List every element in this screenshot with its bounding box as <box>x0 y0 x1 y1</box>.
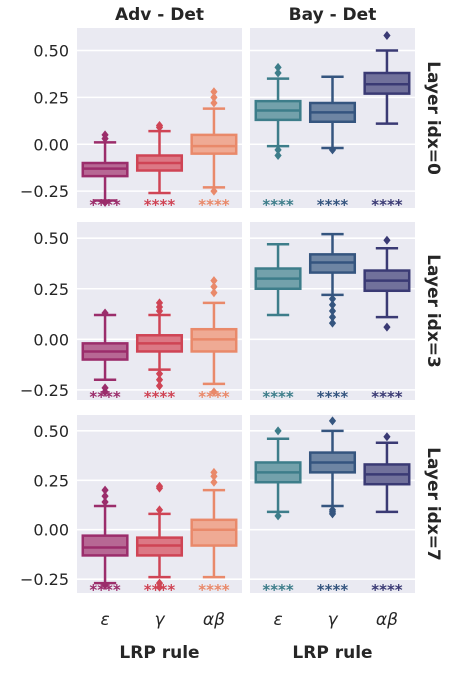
significance-stars: **** <box>144 196 176 214</box>
y-tick-label: −0.25 <box>20 570 69 589</box>
significance-stars: **** <box>317 196 349 214</box>
significance-stars: **** <box>198 196 230 214</box>
outlier-marker <box>210 87 218 97</box>
outlier-marker <box>383 31 391 40</box>
significance-stars: **** <box>371 388 403 406</box>
significance-stars: **** <box>198 388 230 406</box>
outlier-marker <box>210 282 218 292</box>
significance-stars: **** <box>371 196 403 214</box>
outlier-marker <box>101 485 109 495</box>
y-tick-label: 0.25 <box>33 471 69 490</box>
outlier-marker <box>210 92 218 102</box>
outlier-marker <box>328 312 337 322</box>
outlier-marker <box>155 481 164 491</box>
outlier-marker <box>155 369 164 379</box>
box <box>81 534 129 557</box>
outlier-marker <box>210 467 218 477</box>
row-title: Layer idx=7 <box>423 447 443 561</box>
column-title: Bay - Det <box>289 5 377 25</box>
significance-stars: **** <box>89 196 121 214</box>
y-tick-label: −0.25 <box>20 381 69 400</box>
outlier-marker <box>274 68 282 78</box>
outlier-marker <box>274 62 282 72</box>
outlier-marker <box>274 145 282 155</box>
outlier-marker <box>210 387 218 397</box>
outlier-marker <box>328 318 337 328</box>
outlier-marker <box>383 322 391 332</box>
outlier-marker <box>155 505 164 515</box>
outlier-marker <box>155 375 164 385</box>
significance-stars: **** <box>262 388 294 406</box>
y-tick-label: 0.50 <box>33 229 69 248</box>
outlier-marker <box>210 186 218 196</box>
outlier-marker <box>101 130 109 140</box>
outlier-marker <box>101 491 109 501</box>
category-tick-label: ε <box>100 610 109 630</box>
outlier-marker <box>328 145 337 155</box>
box <box>190 133 238 155</box>
y-tick-label: 0.00 <box>33 135 69 154</box>
column-title: Adv - Det <box>115 5 204 25</box>
outlier-marker <box>328 416 337 426</box>
y-tick-label: 0.50 <box>33 42 69 61</box>
row-title: Layer idx=3 <box>423 254 443 368</box>
outlier-marker <box>210 276 218 286</box>
x-axis-label: LRP rule <box>292 643 372 663</box>
significance-stars: **** <box>317 388 349 406</box>
significance-stars: **** <box>262 196 294 214</box>
outlier-marker <box>155 298 164 308</box>
outlier-marker <box>274 151 282 160</box>
outlier-marker <box>101 580 109 590</box>
category-tick-label: αβ <box>203 610 225 630</box>
significance-stars: **** <box>144 581 176 599</box>
y-tick-label: 0.00 <box>33 330 69 349</box>
category-tick-label: ε <box>273 610 282 630</box>
x-axis-label: LRP rule <box>119 643 199 663</box>
significance-stars: **** <box>89 581 121 599</box>
category-tick-label: αβ <box>376 610 398 630</box>
y-tick-label: 0.25 <box>33 88 69 107</box>
row-title: Layer idx=0 <box>423 61 443 175</box>
outlier-marker <box>101 497 109 507</box>
y-tick-label: −0.25 <box>20 182 69 201</box>
outlier-marker <box>274 426 282 436</box>
outlier-marker <box>383 235 391 245</box>
y-tick-label: 0.50 <box>33 422 69 441</box>
outlier-marker <box>328 509 337 519</box>
significance-stars: **** <box>371 581 403 599</box>
outlier-marker <box>101 308 109 318</box>
significance-stars: **** <box>89 388 121 406</box>
outlier-marker <box>210 477 218 487</box>
significance-stars: **** <box>144 388 176 406</box>
outlier-marker <box>210 288 218 298</box>
outlier-marker <box>210 98 218 108</box>
outlier-marker <box>155 121 164 130</box>
category-tick-label: γ <box>154 610 165 630</box>
outlier-marker <box>328 294 337 304</box>
category-tick-label: γ <box>327 610 338 630</box>
outlier-marker <box>328 306 337 316</box>
outlier-marker <box>155 381 164 391</box>
significance-stars: **** <box>262 581 294 599</box>
y-tick-label: 0.25 <box>33 280 69 299</box>
box <box>190 518 238 547</box>
outlier-marker <box>101 387 109 397</box>
significance-stars: **** <box>317 581 349 599</box>
outlier-marker <box>155 582 164 592</box>
outlier-marker <box>328 300 337 310</box>
significance-stars: **** <box>198 581 230 599</box>
y-tick-label: 0.00 <box>33 521 69 540</box>
outlier-marker <box>383 432 391 442</box>
outlier-marker <box>101 197 109 207</box>
outlier-marker <box>274 511 282 521</box>
